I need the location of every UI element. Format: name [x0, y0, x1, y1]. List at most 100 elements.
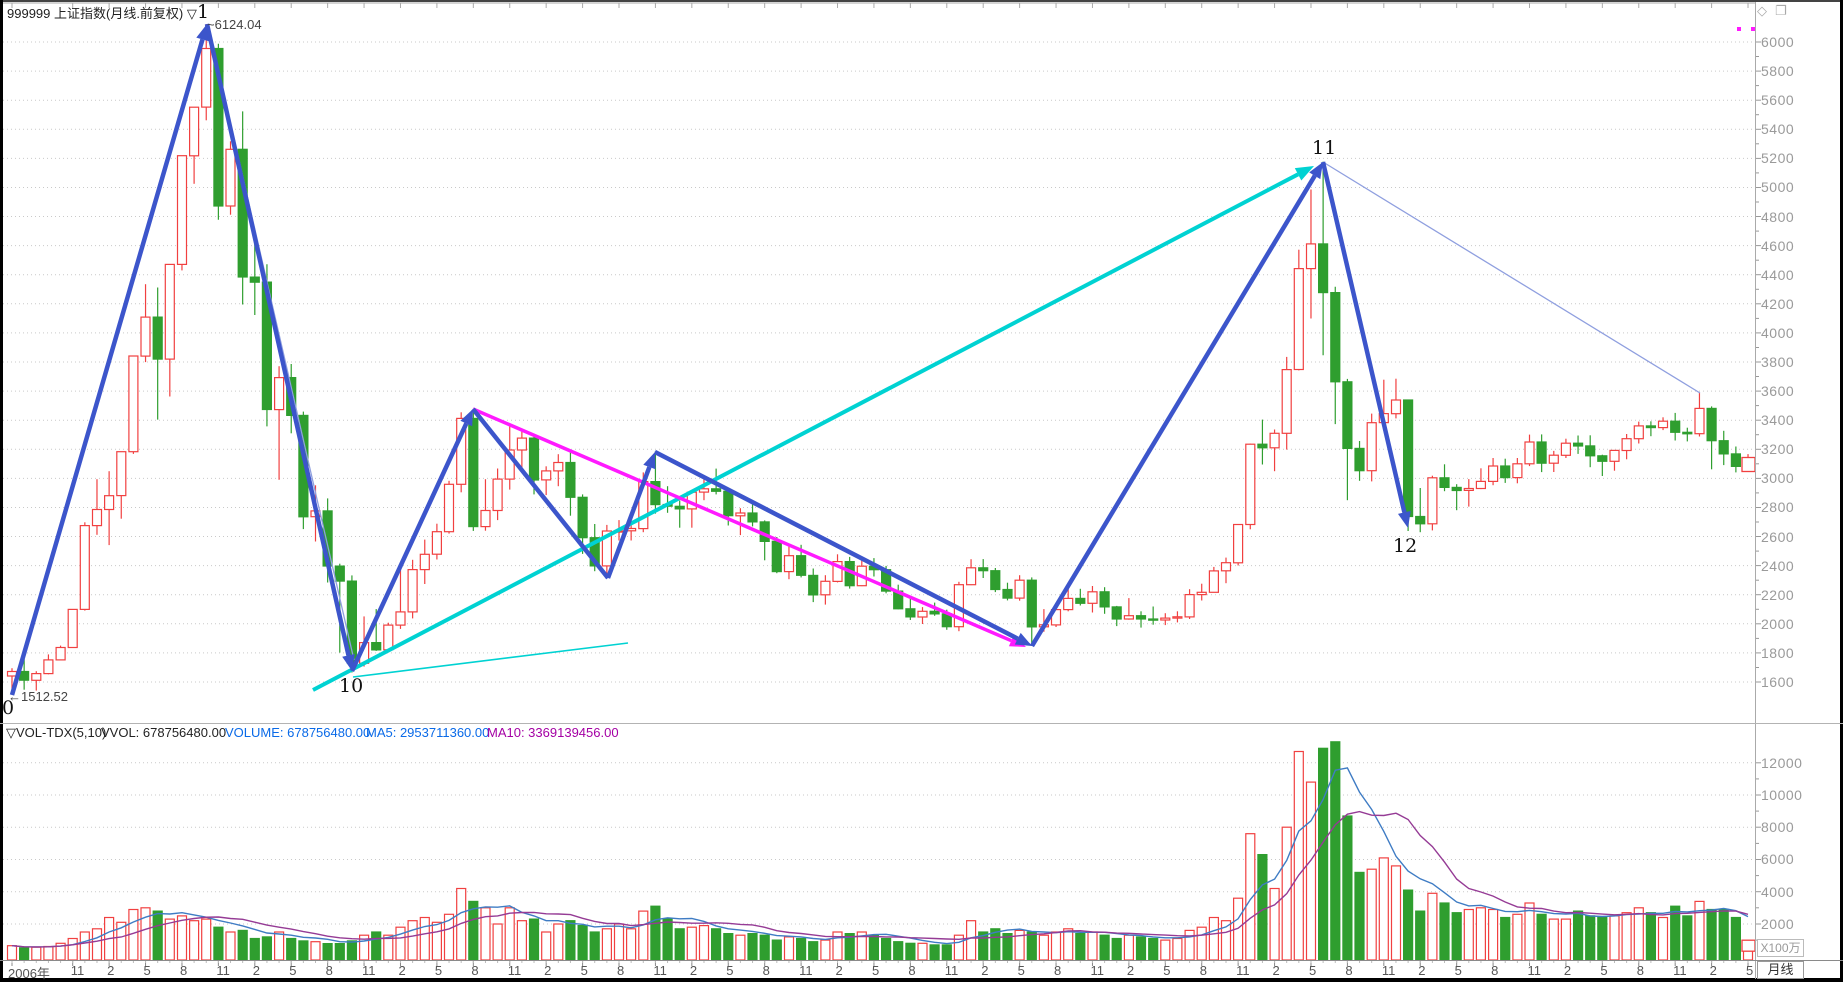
right-axis-line — [1755, 2, 1756, 979]
date-label-month: 5 — [1600, 963, 1608, 978]
date-label-month: 2 — [107, 963, 115, 978]
date-label-month: 2 — [689, 963, 698, 978]
window-bottom-border — [0, 978, 1843, 982]
date-label-month: 5 — [1163, 963, 1171, 978]
date-label-month: 8 — [617, 963, 625, 978]
price-tick-label: 2600 — [1761, 528, 1795, 545]
price-tick-label: 4800 — [1761, 208, 1795, 225]
price-tick-label: 2400 — [1761, 557, 1795, 574]
volume-tick-label: 12000 — [1761, 754, 1803, 771]
date-label-month: 8 — [1199, 963, 1207, 978]
date-label-month: 8 — [325, 963, 333, 978]
indicator-vvol-value: VVOL: 678756480.00 — [101, 725, 227, 740]
date-label-month: 8 — [762, 963, 770, 978]
date-label-month: 11 — [1236, 963, 1250, 978]
date-label-month: 5 — [1308, 963, 1317, 978]
date-label-month: 11 — [216, 963, 230, 978]
date-label-month: 11 — [70, 963, 85, 978]
indicator-volume-value: VOLUME: 678756480.00 — [225, 725, 371, 740]
pane-separator[interactable] — [0, 723, 1843, 724]
volume-tick-label: 2000 — [1761, 915, 1795, 932]
low-price-annotation: ←1512.52 — [8, 689, 68, 704]
date-label-month: 8 — [1636, 963, 1644, 978]
price-tick-label: 4600 — [1761, 237, 1795, 254]
date-label-month: 5 — [580, 963, 588, 978]
date-label-year: 2006年 — [8, 966, 50, 981]
volume-tick-label: 10000 — [1761, 787, 1803, 803]
diamond-icon[interactable]: ◇ — [1757, 3, 1767, 18]
date-label-month: 5 — [871, 963, 880, 978]
price-tick-label: 2200 — [1761, 586, 1795, 603]
price-tick-label: 3200 — [1761, 441, 1795, 458]
date-label-month: 2 — [398, 963, 406, 978]
date-label-month: 5 — [726, 963, 734, 978]
date-label-month: 5 — [434, 963, 443, 978]
magenta-dot-2 — [1751, 27, 1755, 31]
date-label-month: 5 — [143, 963, 151, 978]
date-label-month: 2 — [1563, 963, 1572, 978]
price-tick-label: 3000 — [1761, 470, 1795, 487]
date-label-month: 11 — [653, 963, 667, 978]
date-label-month: 5 — [1746, 963, 1754, 978]
date-label-month: 8 — [471, 963, 479, 978]
date-label-month: 5 — [289, 963, 297, 978]
date-label-month: 11 — [799, 963, 813, 978]
date-label-month: 8 — [179, 963, 188, 978]
date-label-month: 2 — [544, 963, 552, 978]
date-label-month: 2 — [835, 963, 843, 978]
price-tick-label: 6000 — [1761, 34, 1795, 50]
date-label-month: 8 — [1345, 963, 1353, 978]
date-label-month: 11 — [507, 963, 522, 978]
indicator-ma10-value: MA10: 3369139456.00 — [487, 725, 619, 740]
window-left-border — [0, 0, 3, 982]
indicator-ma5-value: MA5: 2953711360.00 — [366, 725, 490, 740]
price-tick-label: 5200 — [1761, 150, 1795, 167]
price-tick-label: 5600 — [1761, 92, 1795, 109]
price-tick-label: 4000 — [1761, 324, 1795, 341]
price-tick-label: 5000 — [1761, 179, 1795, 196]
date-label-month: 11 — [1090, 963, 1104, 978]
magenta-dot-1 — [1737, 27, 1741, 31]
date-label-month: 8 — [1491, 963, 1499, 978]
date-label-month: 8 — [1054, 963, 1062, 978]
date-label-month: 2 — [1418, 963, 1426, 978]
volume-tick-label: 6000 — [1761, 851, 1795, 868]
date-label-month: 11 — [362, 963, 376, 978]
price-tick-label: 4400 — [1761, 266, 1795, 283]
date-label-month: 2 — [1126, 963, 1135, 978]
window-right-border — [1840, 0, 1843, 982]
date-label-month: 2 — [981, 963, 989, 978]
date-label-month: 11 — [1673, 963, 1687, 978]
price-tick-label: 4200 — [1761, 295, 1795, 312]
wave-label-10: 10 — [339, 675, 364, 697]
copy-windows-icon[interactable]: ❐ — [1775, 3, 1787, 18]
date-label-month: 5 — [1454, 963, 1462, 978]
indicator-name[interactable]: ▽VOL-TDX(5,10) — [6, 725, 107, 740]
wave-label-0: 0 — [2, 697, 15, 719]
price-tick-label: 2000 — [1761, 615, 1795, 632]
price-tick-label: 1800 — [1761, 644, 1795, 661]
symbol-title[interactable]: 999999 上证指数(月线.前复权) ▽ — [7, 6, 197, 21]
price-tick-label: 2800 — [1761, 499, 1795, 516]
price-tick-label: 5800 — [1761, 63, 1795, 80]
date-label-month: 8 — [908, 963, 916, 978]
period-button[interactable]: 月线 — [1757, 961, 1804, 979]
date-label-month: 5 — [1017, 963, 1025, 978]
wave-label-1: 1 — [197, 1, 210, 23]
date-label-month: 2 — [1709, 963, 1717, 978]
date-label-month: 2 — [1272, 963, 1280, 978]
price-tick-label: 1600 — [1761, 674, 1795, 690]
price-tick-label: 3600 — [1761, 383, 1795, 400]
wave-label-11: 11 — [1312, 137, 1337, 159]
footer-separator — [0, 960, 1843, 961]
volume-tick-label: 8000 — [1761, 819, 1795, 836]
date-label-month: 11 — [1527, 963, 1542, 978]
price-tick-label: 5400 — [1761, 121, 1795, 138]
window-top-border — [0, 0, 1843, 2]
price-tick-label: 3400 — [1761, 412, 1795, 429]
price-tick-label: 3800 — [1761, 354, 1795, 370]
peak-price-annotation: ~6124.04 — [207, 17, 262, 32]
volume-tick-label: 4000 — [1761, 883, 1795, 900]
